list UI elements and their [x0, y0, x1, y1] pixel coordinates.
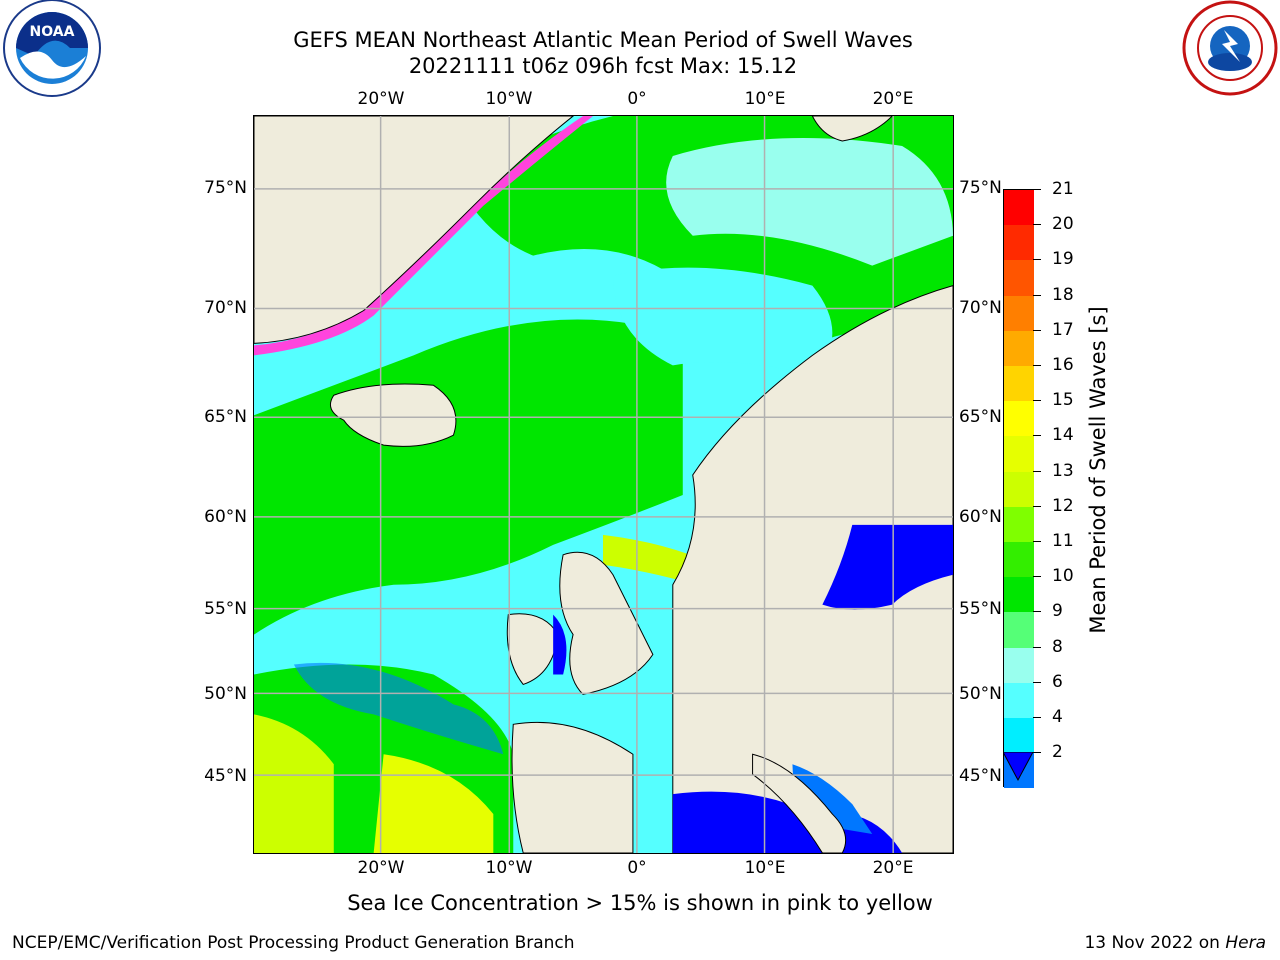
- lat-label-right: 75°N: [959, 178, 1002, 198]
- lat-label-left: 50°N: [204, 684, 247, 704]
- colorbar-tick: [1033, 400, 1041, 402]
- colorbar-tick: [1033, 470, 1041, 472]
- lat-label-right: 50°N: [959, 684, 1002, 704]
- footer-host: Hera: [1225, 933, 1266, 953]
- lat-label-left: 70°N: [204, 298, 247, 318]
- iceland-land: [330, 383, 457, 447]
- colorbar-segment: [1004, 436, 1034, 472]
- colorbar-segment: [1004, 366, 1034, 402]
- colorbar-tick: [1033, 752, 1041, 754]
- colorbar-segment: [1004, 506, 1034, 542]
- lon-label-bottom: 10°W: [485, 858, 533, 878]
- colorbar-tick-label: 21: [1052, 179, 1074, 199]
- colorbar-segment: [1004, 190, 1034, 226]
- footer-date: 13 Nov 2022 on Hera: [1084, 933, 1266, 953]
- colorbar-segment: [1004, 647, 1034, 683]
- lon-label-top: 20°W: [357, 89, 405, 109]
- sea-ice-edge: [254, 116, 594, 356]
- colorbar-tick-label: 15: [1052, 390, 1074, 411]
- noaa-logo-text: NOAA: [30, 24, 75, 40]
- lon-label-top: 0°: [627, 89, 647, 109]
- nws-logo: [1182, 0, 1278, 96]
- footer-date-text: 13 Nov 2022 on: [1084, 933, 1226, 953]
- colorbar-tick: [1033, 435, 1041, 437]
- colorbar-segment: [1004, 401, 1034, 437]
- colorbar-tick: [1033, 224, 1041, 226]
- colorbar: [1003, 189, 1034, 789]
- noaa-logo: NOAA: [3, 0, 101, 97]
- lat-label-right: 70°N: [959, 298, 1002, 318]
- chart-title: GEFS MEAN Northeast Atlantic Mean Period…: [293, 28, 913, 52]
- colorbar-tick: [1033, 189, 1041, 190]
- colorbar-tick: [1033, 611, 1041, 613]
- colorbar-segment: [1004, 295, 1034, 331]
- lat-label-left: 55°N: [204, 599, 247, 619]
- graticule: [254, 116, 953, 853]
- colorbar-tick-label: 14: [1052, 425, 1074, 446]
- colorbar-segment: [1004, 542, 1034, 578]
- colorbar-tick: [1033, 505, 1041, 507]
- lon-label-bottom: 10°E: [744, 858, 786, 878]
- colorbar-tick-label: 17: [1052, 319, 1074, 340]
- colorbar-segment: [1004, 682, 1034, 718]
- footer-credit: NCEP/EMC/Verification Post Processing Pr…: [12, 933, 575, 953]
- colorbar-segment: [1004, 330, 1034, 366]
- colorbar-tick-label: 4: [1052, 707, 1063, 727]
- colorbar-tick: [1033, 329, 1041, 331]
- greenland-land: [254, 116, 574, 344]
- lat-label-right: 55°N: [959, 599, 1002, 619]
- iberia-land: [511, 721, 634, 853]
- colorbar-tick: [1033, 717, 1041, 718]
- lon-label-bottom: 20°W: [357, 858, 405, 878]
- lat-label-left: 45°N: [204, 766, 247, 786]
- colorbar-tick: [1033, 681, 1041, 683]
- colorbar-tick: [1033, 259, 1041, 261]
- colorbar-segment: [1004, 471, 1034, 507]
- baltic-sea: [822, 524, 953, 610]
- colorbar-tick-label: 16: [1052, 355, 1074, 375]
- colorbar-tick: [1033, 294, 1041, 296]
- colorbar-segment: [1004, 577, 1034, 613]
- chart-subtitle: 20221111 t06z 096h fcst Max: 15.12: [408, 54, 798, 78]
- colorbar-tick: [1033, 576, 1041, 578]
- colorbar-tick: [1033, 365, 1041, 366]
- colorbar-segment: [1004, 718, 1034, 754]
- italy-land: [752, 753, 847, 853]
- lat-label-right: 45°N: [959, 766, 1002, 786]
- colorbar-tick-label: 2: [1052, 742, 1063, 763]
- colorbar-tick-label: 10: [1052, 566, 1074, 587]
- colorbar-segment: [1004, 260, 1034, 296]
- great-britain-land: [559, 551, 654, 695]
- colorbar-under-arrow: [1003, 752, 1033, 782]
- colorbar-segment: [1004, 612, 1034, 648]
- sea-ice-note: Sea Ice Concentration > 15% is shown in …: [347, 891, 933, 915]
- colorbar-segment: [1004, 225, 1034, 261]
- swell-period-map: [253, 115, 954, 854]
- lat-label-left: 65°N: [204, 407, 247, 427]
- colorbar-tick: [1033, 541, 1041, 542]
- colorbar-tick: [1033, 646, 1041, 648]
- lat-label-right: 65°N: [959, 407, 1002, 427]
- colorbar-tick-label: 9: [1052, 601, 1063, 622]
- lat-label-left: 75°N: [204, 178, 247, 198]
- lat-label-left: 60°N: [204, 507, 247, 527]
- colorbar-tick-label: 8: [1052, 636, 1063, 657]
- lat-label-right: 60°N: [959, 507, 1002, 527]
- lon-label-top: 10°W: [485, 89, 533, 109]
- colorbar-tick-label: 12: [1052, 495, 1074, 516]
- colorbar-tick-label: 6: [1052, 671, 1063, 692]
- colorbar-tick-label: 11: [1052, 531, 1074, 551]
- colorbar-tick-label: 20: [1052, 214, 1074, 235]
- colorbar-tick-label: 19: [1052, 249, 1074, 270]
- lon-label-top: 10°E: [744, 89, 786, 109]
- lon-label-bottom: 20°E: [872, 858, 914, 878]
- colorbar-tick-label: 18: [1052, 284, 1074, 305]
- colorbar-label: Mean Period of Swell Waves [s]: [1086, 306, 1110, 634]
- lon-label-bottom: 0°: [627, 858, 647, 878]
- colorbar-tick-label: 13: [1052, 460, 1074, 481]
- lon-label-top: 20°E: [872, 89, 914, 109]
